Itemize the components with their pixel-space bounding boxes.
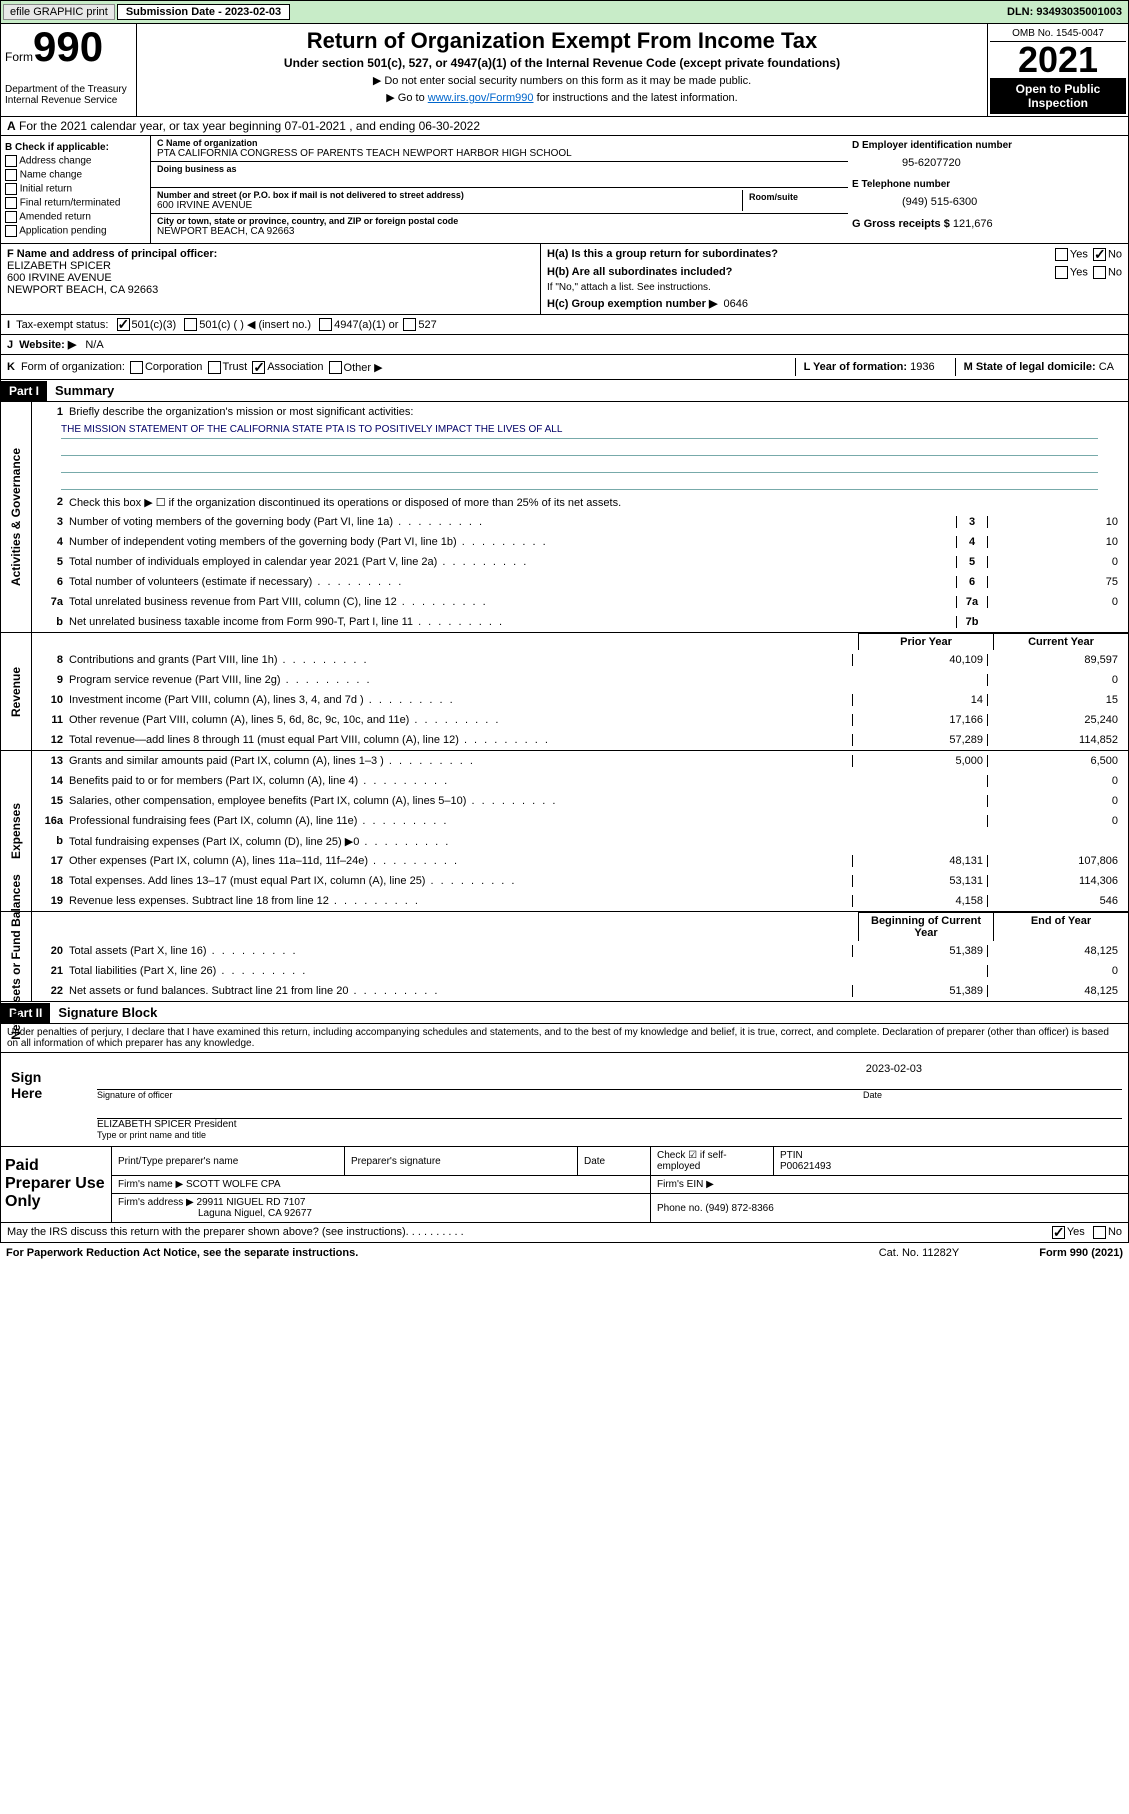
form-title: Return of Organization Exempt From Incom… [141,28,983,54]
dln-label: DLN: 93493035001003 [1007,6,1128,18]
line-12: 12Total revenue—add lines 8 through 11 (… [31,730,1128,750]
firm-addr1: 29911 NIGUEL RD 7107 [197,1197,306,1208]
line-20: 20Total assets (Part X, line 16)51,38948… [31,941,1128,961]
summary-line-6: 6Total number of volunteers (estimate if… [31,572,1128,592]
line-21: 21Total liabilities (Part X, line 26)0 [31,961,1128,981]
mission-statement: THE MISSION STATEMENT OF THE CALIFORNIA … [61,424,1098,439]
org-city: NEWPORT BEACH, CA 92663 [157,226,842,237]
checkbox-name-change[interactable]: Name change [5,169,146,181]
firm-addr2: Laguna Niguel, CA 92677 [198,1208,312,1219]
line-8: 8Contributions and grants (Part VIII, li… [31,650,1128,670]
ein-value: 95-6207720 [902,157,1124,169]
part-2-header: Part IISignature Block [0,1002,1129,1024]
summary-line-3: 3Number of voting members of the governi… [31,512,1128,532]
signature-declaration: Under penalties of perjury, I declare th… [0,1024,1129,1053]
summary-line-4: 4Number of independent voting members of… [31,532,1128,552]
line-19: 19Revenue less expenses. Subtract line 1… [31,891,1128,911]
tax-year: 2021 [990,42,1126,78]
irs-yes-checkbox[interactable] [1052,1226,1065,1239]
row-k-form-org: KForm of organization: Corporation Trust… [0,355,1129,380]
paid-preparer-block: Paid Preparer Use Only Print/Type prepar… [0,1147,1129,1223]
form-note2: ▶ Go to www.irs.gov/Form990 for instruct… [141,91,983,104]
officer-print-name: ELIZABETH SPICER President [97,1119,237,1130]
form-header: Form990 Department of the Treasury Inter… [0,24,1129,117]
summary-line-7b: bNet unrelated business taxable income f… [31,612,1128,632]
section-expenses: Expenses 13Grants and similar amounts pa… [0,751,1129,912]
checkbox-application-pending[interactable]: Application pending [5,225,146,237]
officer-name: ELIZABETH SPICER [7,260,111,272]
section-net-assets: Net Assets or Fund Balances Beginning of… [0,912,1129,1002]
sign-date: 2023-02-03 [866,1063,922,1075]
501c3-checkbox[interactable] [117,318,130,331]
signature-block: Sign Here 2023-02-03 Signature of office… [0,1053,1129,1147]
line-17: 17Other expenses (Part IX, column (A), l… [31,851,1128,871]
efile-button[interactable]: efile GRAPHIC print [3,4,115,20]
line-15: 15Salaries, other compensation, employee… [31,791,1128,811]
org-name: PTA CALIFORNIA CONGRESS OF PARENTS TEACH… [157,148,842,159]
irs-link[interactable]: www.irs.gov/Form990 [428,92,534,104]
part-1-header: Part ISummary [0,380,1129,402]
row-j-website: JWebsite: ▶ N/A [0,335,1129,355]
form-note1: ▶ Do not enter social security numbers o… [141,74,983,87]
checkbox-amended-return[interactable]: Amended return [5,211,146,223]
submission-date: Submission Date - 2023-02-03 [117,4,290,20]
box-b-checkboxes: B Check if applicable: Address change Na… [1,136,151,243]
summary-line-5: 5Total number of individuals employed in… [31,552,1128,572]
firm-name: SCOTT WOLFE CPA [186,1179,281,1190]
form-label: Form [5,50,33,64]
firm-phone: (949) 872-8366 [705,1203,773,1214]
state-domicile: CA [1099,361,1114,373]
line-16a: 16aProfessional fundraising fees (Part I… [31,811,1128,831]
section-revenue: Revenue Prior YearCurrent Year 8Contribu… [0,633,1129,751]
org-address: 600 IRVINE AVENUE [157,200,742,211]
row-i-tax-status: ITax-exempt status: 501(c)(3) 501(c) ( )… [0,315,1129,335]
year-formation: 1936 [910,361,934,373]
line-22: 22Net assets or fund balances. Subtract … [31,981,1128,1001]
website-value: N/A [85,339,103,351]
section-b-to-g: B Check if applicable: Address change Na… [0,136,1129,244]
section-activities-governance: Activities & Governance 1Briefly describ… [0,402,1129,633]
open-public-badge: Open to Public Inspection [990,78,1126,114]
line-9: 9Program service revenue (Part VIII, lin… [31,670,1128,690]
dept-label: Department of the Treasury Internal Reve… [5,84,132,106]
phone-value: (949) 515-6300 [902,196,1124,208]
footer: For Paperwork Reduction Act Notice, see … [0,1243,1129,1263]
form-number: 990 [33,23,103,70]
checkbox-final-return-terminated[interactable]: Final return/terminated [5,197,146,209]
section-f-h: F Name and address of principal officer:… [0,244,1129,315]
top-toolbar: efile GRAPHIC print Submission Date - 20… [0,0,1129,24]
gross-receipts: 121,676 [953,218,993,230]
line-13: 13Grants and similar amounts paid (Part … [31,751,1128,771]
form-subtitle: Under section 501(c), 527, or 4947(a)(1)… [141,56,983,70]
row-a-tax-year: A For the 2021 calendar year, or tax yea… [0,117,1129,136]
checkbox-address-change[interactable]: Address change [5,155,146,167]
group-exemption: 0646 [724,298,748,310]
summary-line-7a: 7aTotal unrelated business revenue from … [31,592,1128,612]
line-11: 11Other revenue (Part VIII, column (A), … [31,710,1128,730]
line-b: bTotal fundraising expenses (Part IX, co… [31,831,1128,851]
ptin-value: P00621493 [780,1161,831,1172]
line-18: 18Total expenses. Add lines 13–17 (must … [31,871,1128,891]
irs-no-checkbox[interactable] [1093,1226,1106,1239]
line-14: 14Benefits paid to or for members (Part … [31,771,1128,791]
irs-discuss-row: May the IRS discuss this return with the… [0,1223,1129,1243]
checkbox-initial-return[interactable]: Initial return [5,183,146,195]
line-10: 10Investment income (Part VIII, column (… [31,690,1128,710]
